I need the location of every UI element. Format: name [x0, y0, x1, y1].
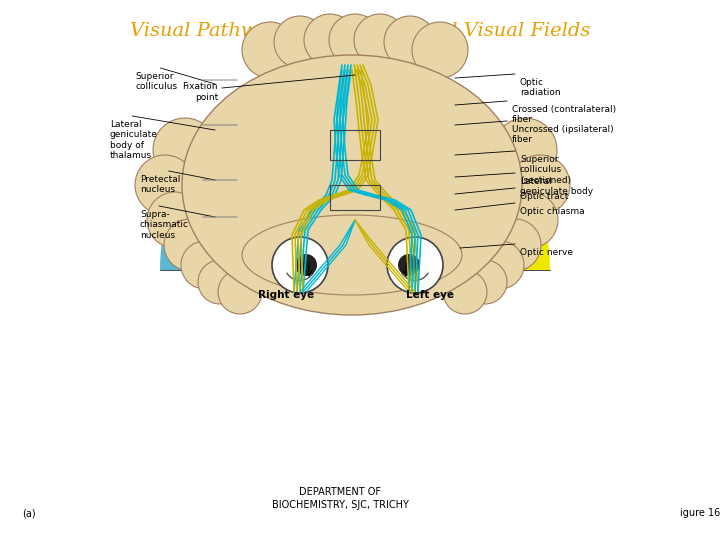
Circle shape	[398, 254, 420, 276]
Circle shape	[274, 16, 326, 68]
Circle shape	[198, 260, 242, 304]
Circle shape	[476, 241, 524, 289]
Circle shape	[384, 16, 436, 68]
Text: Left eye: Left eye	[406, 290, 454, 300]
Text: Optic tract: Optic tract	[520, 192, 568, 201]
Circle shape	[329, 14, 381, 66]
Circle shape	[443, 270, 487, 314]
Text: Supra-
chiasmatic
nucleus: Supra- chiasmatic nucleus	[140, 210, 189, 240]
Circle shape	[304, 14, 356, 66]
Text: igure 16.15a: igure 16.15a	[680, 508, 720, 518]
Wedge shape	[160, 75, 355, 270]
Circle shape	[153, 118, 217, 182]
Circle shape	[510, 155, 570, 215]
Circle shape	[489, 219, 541, 271]
Circle shape	[218, 270, 262, 314]
Text: DEPARTMENT OF
BIOCHEMISTRY, SJC, TRICHY: DEPARTMENT OF BIOCHEMISTRY, SJC, TRICHY	[271, 487, 408, 510]
Text: Lateral
geniculate
body of
thalamus: Lateral geniculate body of thalamus	[110, 120, 158, 160]
Text: Visual Pathways to the Brain and Visual Fields: Visual Pathways to the Brain and Visual …	[130, 22, 590, 40]
Wedge shape	[355, 75, 550, 270]
Text: Optic
radiation: Optic radiation	[520, 78, 561, 97]
Circle shape	[147, 192, 203, 248]
Text: (a): (a)	[22, 508, 35, 518]
Circle shape	[412, 22, 468, 78]
Text: Superior
colliculus
(sectioned): Superior colliculus (sectioned)	[520, 155, 571, 185]
Circle shape	[463, 260, 507, 304]
Circle shape	[502, 192, 558, 248]
Ellipse shape	[182, 55, 522, 315]
Wedge shape	[186, 75, 524, 270]
Text: Superior
colliculus: Superior colliculus	[135, 72, 177, 91]
Circle shape	[354, 14, 406, 66]
Text: Right eye: Right eye	[258, 290, 314, 300]
Ellipse shape	[242, 215, 462, 295]
Circle shape	[387, 237, 443, 293]
Circle shape	[295, 254, 317, 276]
Circle shape	[135, 155, 195, 215]
Text: Pretectal
nucleus: Pretectal nucleus	[140, 175, 181, 194]
Circle shape	[242, 22, 298, 78]
Text: Uncrossed (ipsilateral)
fiber: Uncrossed (ipsilateral) fiber	[512, 125, 613, 144]
Circle shape	[181, 241, 229, 289]
Circle shape	[272, 237, 328, 293]
Text: Optic chiasma: Optic chiasma	[520, 207, 585, 216]
Circle shape	[164, 219, 216, 271]
Text: Crossed (contralateral)
fiber: Crossed (contralateral) fiber	[512, 105, 616, 124]
Circle shape	[493, 118, 557, 182]
Text: Optic nerve: Optic nerve	[520, 248, 573, 257]
Text: Lateral
geniculate body: Lateral geniculate body	[520, 177, 593, 197]
Text: Fixation
point: Fixation point	[182, 82, 218, 102]
